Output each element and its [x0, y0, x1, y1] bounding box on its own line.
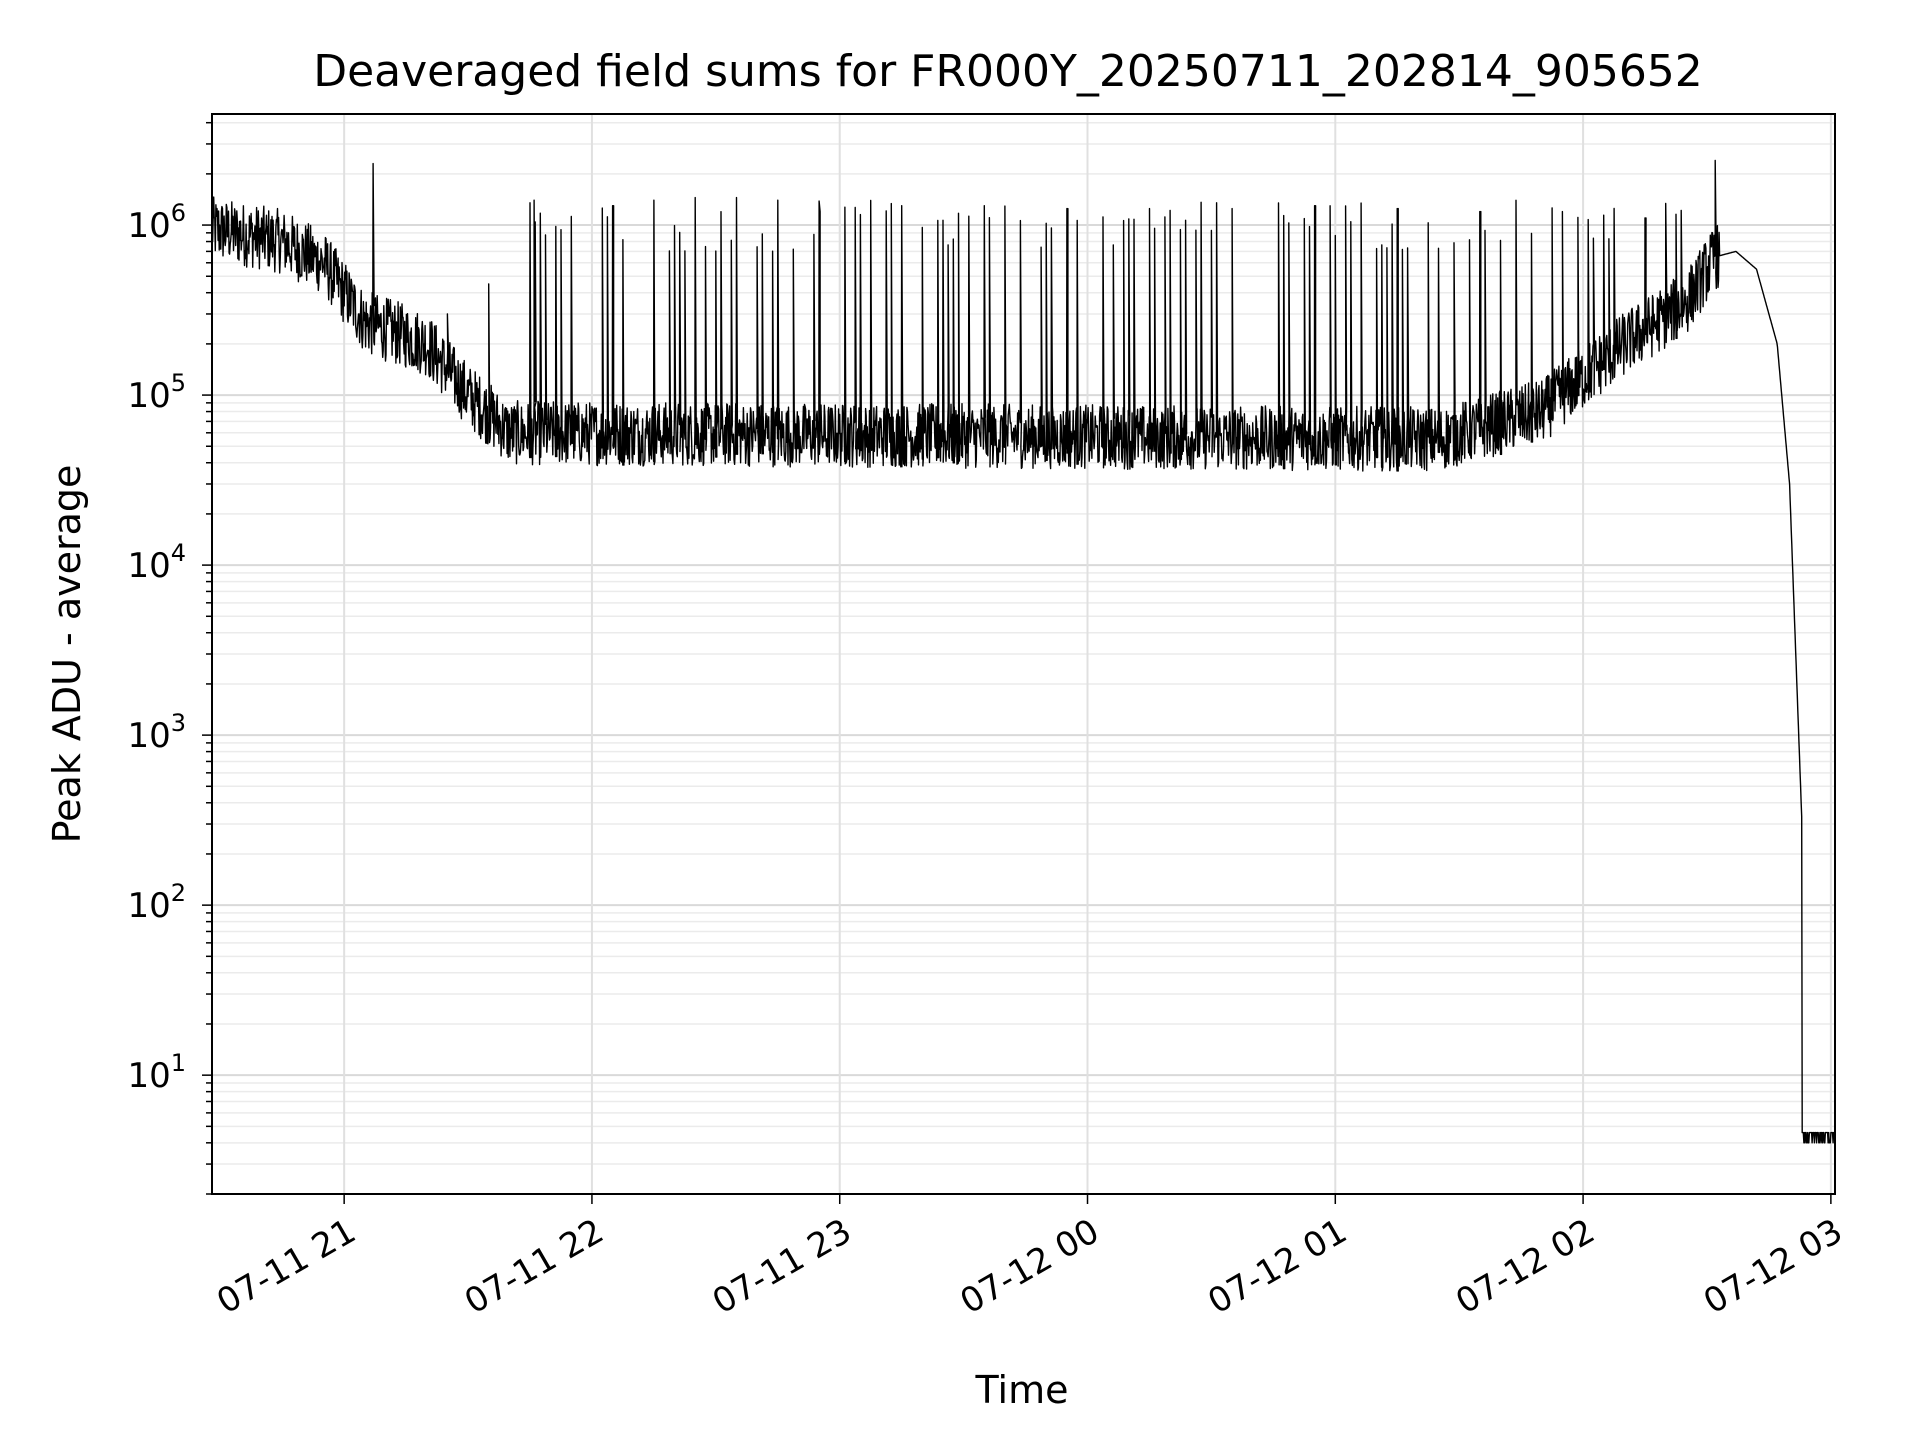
y-tick-label: 105 — [127, 369, 186, 416]
plot-area — [212, 159, 1835, 1144]
y-tick-label: 104 — [127, 539, 186, 586]
x-tick-label: 07-11 22 — [458, 1211, 610, 1322]
y-tick-label: 102 — [127, 879, 186, 926]
x-tick-label: 07-12 00 — [954, 1211, 1106, 1322]
chart-title: Deaveraged field sums for FR000Y_2025071… — [313, 46, 1703, 97]
x-tick-label: 07-12 02 — [1449, 1211, 1601, 1322]
x-tick-label: 07-11 23 — [706, 1211, 858, 1322]
y-axis: 101 102 103 104 105 106 — [127, 121, 212, 1195]
x-tick-label: 07-12 01 — [1201, 1211, 1353, 1322]
x-tick-label: 07-12 03 — [1697, 1211, 1849, 1322]
x-tick-label: 07-11 21 — [210, 1211, 362, 1322]
y-tick-label: 101 — [127, 1049, 186, 1096]
grid-lines — [212, 114, 1835, 1195]
x-axis-label: Time — [975, 1368, 1069, 1412]
y-tick-label: 106 — [127, 199, 186, 246]
series-line — [212, 159, 1835, 1144]
y-axis-label: Peak ADU - average — [45, 465, 89, 844]
x-axis: 07-11 21 07-11 22 07-11 23 07-12 00 07-12 01… — [210, 1194, 1849, 1322]
y-tick-label: 103 — [127, 709, 186, 756]
